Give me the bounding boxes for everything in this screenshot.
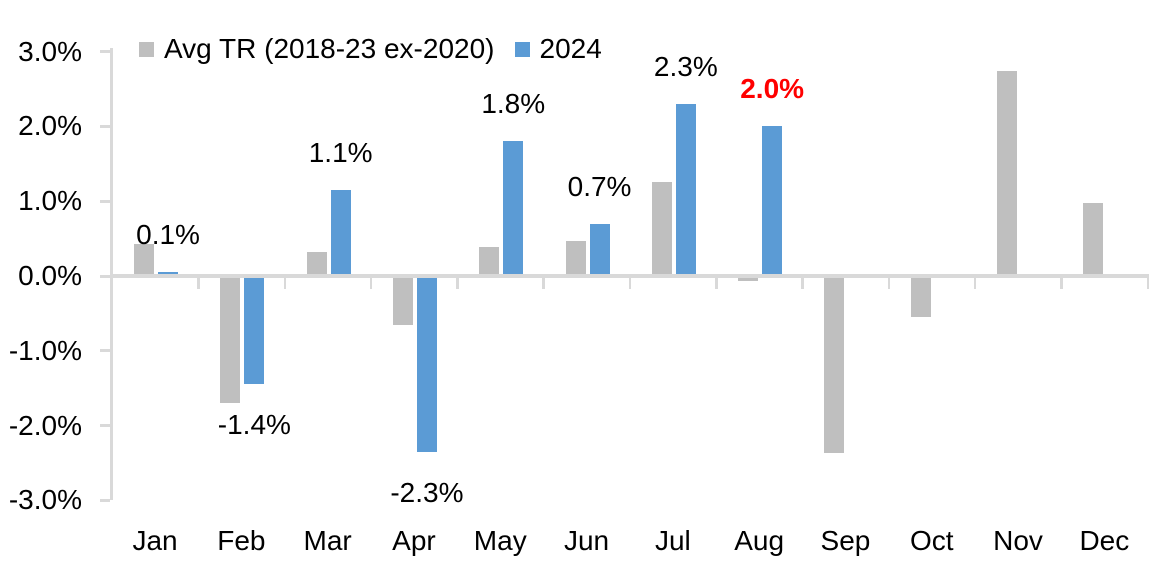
month-label-oct: Oct — [909, 525, 954, 556]
x-tick — [542, 278, 545, 289]
x-axis-line — [110, 274, 1149, 278]
legend-item-2024: 2024 — [514, 33, 602, 65]
x-tick — [1060, 278, 1063, 289]
y-tick — [100, 199, 110, 203]
month-label-jan: Jan — [132, 525, 178, 556]
bar-avg-mar — [306, 252, 327, 276]
bar-avg-dec — [1083, 203, 1104, 276]
bar-avg-jan — [134, 243, 155, 276]
data-label-may: 1.8% — [481, 88, 546, 120]
y-tick-label: -3.0% — [8, 484, 82, 516]
bar-avg-jun — [565, 240, 586, 276]
bar-avg-nov — [997, 71, 1018, 276]
bar-2024-aug — [762, 126, 783, 276]
y-tick — [100, 50, 110, 54]
bar-avg-feb — [220, 276, 241, 404]
data-label-apr: -2.3% — [390, 476, 464, 508]
x-tick — [715, 278, 718, 289]
bar-avg-may — [479, 246, 500, 276]
y-tick-label: -1.0% — [8, 334, 82, 366]
bar-avg-aug — [738, 276, 759, 282]
data-label-aug: 2.0% — [740, 73, 805, 105]
x-tick — [887, 278, 891, 289]
y-tick-label: 1.0% — [18, 185, 82, 217]
month-label-apr: Apr — [392, 525, 436, 556]
x-tick — [973, 278, 977, 289]
x-tick — [628, 278, 632, 289]
data-label-jan: 0.1% — [136, 218, 200, 250]
bar-2024-jun — [589, 223, 610, 276]
bar-avg-sep — [824, 276, 845, 453]
y-tick — [100, 498, 110, 502]
data-label-mar: 1.1% — [308, 136, 373, 168]
x-tick — [1146, 278, 1149, 289]
x-tick — [197, 278, 200, 289]
y-tick-label: 0.0% — [18, 260, 82, 291]
month-label-mar: Mar — [303, 525, 352, 556]
bar-avg-apr — [392, 276, 413, 326]
bar-2024-jul — [675, 103, 696, 276]
month-label-dec: Dec — [1079, 525, 1130, 556]
month-label-nov: Nov — [993, 525, 1043, 556]
month-label-may: May — [473, 525, 527, 556]
month-label-aug: Aug — [734, 525, 785, 556]
month-label-jun: Jun — [563, 525, 610, 556]
data-label-jun: 0.7% — [567, 170, 632, 202]
bar-2024-jan — [158, 271, 179, 276]
x-tick — [283, 278, 286, 289]
legend-swatch-avg — [139, 41, 154, 57]
x-tick — [801, 278, 804, 289]
data-label-jul: 2.3% — [653, 50, 718, 82]
bar-2024-mar — [330, 189, 351, 276]
bar-avg-jul — [651, 181, 672, 276]
x-tick — [110, 278, 114, 289]
x-tick — [456, 278, 459, 289]
bar-2024-may — [503, 141, 524, 276]
bar-2024-apr — [416, 276, 437, 452]
x-tick — [369, 278, 373, 289]
month-label-feb: Feb — [217, 525, 266, 556]
y-tick-label: 3.0% — [18, 35, 82, 67]
bar-2024-feb — [244, 276, 265, 385]
y-tick — [100, 424, 110, 428]
legend-label-2024: 2024 — [539, 33, 602, 64]
legend-label-avg: Avg TR (2018-23 ex-2020) — [164, 33, 495, 64]
chart-legend: Avg TR (2018-23 ex-2020) 2024 — [139, 31, 602, 67]
y-tick-label: -2.0% — [8, 409, 82, 441]
y-tick — [100, 349, 110, 353]
month-label-jul: Jul — [654, 525, 691, 556]
y-tick-label: 2.0% — [18, 110, 82, 142]
month-label-sep: Sep — [820, 525, 871, 556]
data-label-feb: -1.4% — [217, 409, 291, 441]
legend-swatch-2024 — [514, 41, 530, 57]
bar-avg-oct — [910, 276, 931, 318]
y-tick — [100, 124, 110, 128]
y-tick — [100, 274, 110, 278]
legend-item-avg: Avg TR (2018-23 ex-2020) — [139, 33, 495, 65]
